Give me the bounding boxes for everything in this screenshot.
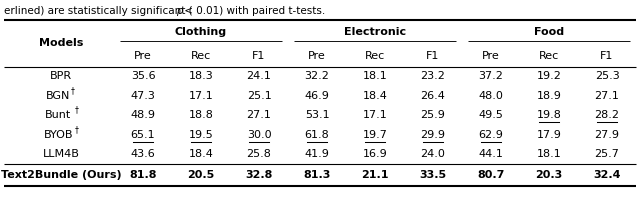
Text: 18.3: 18.3	[189, 71, 213, 81]
Text: 44.1: 44.1	[479, 149, 504, 159]
Text: 18.4: 18.4	[363, 91, 387, 101]
Text: 18.8: 18.8	[189, 110, 213, 120]
Text: 19.5: 19.5	[189, 130, 213, 140]
Text: 18.1: 18.1	[536, 149, 561, 159]
Text: 81.3: 81.3	[303, 170, 331, 180]
Text: 19.2: 19.2	[536, 71, 561, 81]
Text: BYOB: BYOB	[44, 130, 73, 140]
Text: 49.5: 49.5	[479, 110, 504, 120]
Text: 41.9: 41.9	[305, 149, 330, 159]
Text: 25.3: 25.3	[595, 71, 620, 81]
Text: Food: Food	[534, 27, 564, 37]
Text: Rec: Rec	[365, 51, 385, 61]
Text: LLM4B: LLM4B	[43, 149, 79, 159]
Text: Text2Bundle (Ours): Text2Bundle (Ours)	[1, 170, 122, 180]
Text: 17.1: 17.1	[189, 91, 213, 101]
Text: BGN: BGN	[46, 91, 70, 101]
Text: 25.9: 25.9	[420, 110, 445, 120]
Text: 48.9: 48.9	[131, 110, 156, 120]
Text: Pre: Pre	[134, 51, 152, 61]
Text: 32.2: 32.2	[305, 71, 330, 81]
Text: 25.1: 25.1	[246, 91, 271, 101]
Text: 24.1: 24.1	[246, 71, 271, 81]
Text: Rec: Rec	[539, 51, 559, 61]
Text: Electronic: Electronic	[344, 27, 406, 37]
Text: †: †	[74, 125, 78, 134]
Text: 17.9: 17.9	[536, 130, 561, 140]
Text: 19.7: 19.7	[363, 130, 387, 140]
Text: F1: F1	[252, 51, 266, 61]
Text: 81.8: 81.8	[129, 170, 157, 180]
Text: 26.4: 26.4	[420, 91, 445, 101]
Text: 33.5: 33.5	[419, 170, 447, 180]
Text: 61.8: 61.8	[305, 130, 330, 140]
Text: 25.8: 25.8	[246, 149, 271, 159]
Text: 27.1: 27.1	[595, 91, 620, 101]
Text: < 0.01) with paired t-tests.: < 0.01) with paired t-tests.	[182, 6, 326, 16]
Text: F1: F1	[600, 51, 614, 61]
Text: 43.6: 43.6	[131, 149, 156, 159]
Text: 47.3: 47.3	[131, 91, 156, 101]
Text: 48.0: 48.0	[479, 91, 504, 101]
Text: 20.5: 20.5	[188, 170, 214, 180]
Text: 46.9: 46.9	[305, 91, 330, 101]
Text: 18.1: 18.1	[363, 71, 387, 81]
Text: 28.2: 28.2	[595, 110, 620, 120]
Text: 53.1: 53.1	[305, 110, 330, 120]
Text: Rec: Rec	[191, 51, 211, 61]
Text: Clothing: Clothing	[175, 27, 227, 37]
Text: 32.8: 32.8	[245, 170, 273, 180]
Text: 27.1: 27.1	[246, 110, 271, 120]
Text: 19.8: 19.8	[536, 110, 561, 120]
Text: 27.9: 27.9	[595, 130, 620, 140]
Text: 29.9: 29.9	[420, 130, 445, 140]
Text: p: p	[176, 6, 182, 16]
Text: 65.1: 65.1	[131, 130, 156, 140]
Text: 62.9: 62.9	[479, 130, 504, 140]
Text: †: †	[74, 105, 78, 114]
Text: 24.0: 24.0	[420, 149, 445, 159]
Text: Models: Models	[39, 38, 83, 48]
Text: 18.4: 18.4	[189, 149, 213, 159]
Text: 23.2: 23.2	[420, 71, 445, 81]
Text: Bunt: Bunt	[45, 110, 71, 120]
Text: F1: F1	[426, 51, 440, 61]
Text: 80.7: 80.7	[477, 170, 505, 180]
Text: 30.0: 30.0	[246, 130, 271, 140]
Text: 25.7: 25.7	[595, 149, 620, 159]
Text: erlined) are statistically significant (: erlined) are statistically significant (	[4, 6, 193, 16]
Text: Pre: Pre	[308, 51, 326, 61]
Text: BPR: BPR	[50, 71, 72, 81]
Text: 20.3: 20.3	[536, 170, 563, 180]
Text: 18.9: 18.9	[536, 91, 561, 101]
Text: 21.1: 21.1	[361, 170, 388, 180]
Text: †: †	[70, 86, 74, 95]
Text: 16.9: 16.9	[363, 149, 387, 159]
Text: 17.1: 17.1	[363, 110, 387, 120]
Text: 32.4: 32.4	[593, 170, 621, 180]
Text: Pre: Pre	[482, 51, 500, 61]
Text: 37.2: 37.2	[479, 71, 504, 81]
Text: 35.6: 35.6	[131, 71, 156, 81]
